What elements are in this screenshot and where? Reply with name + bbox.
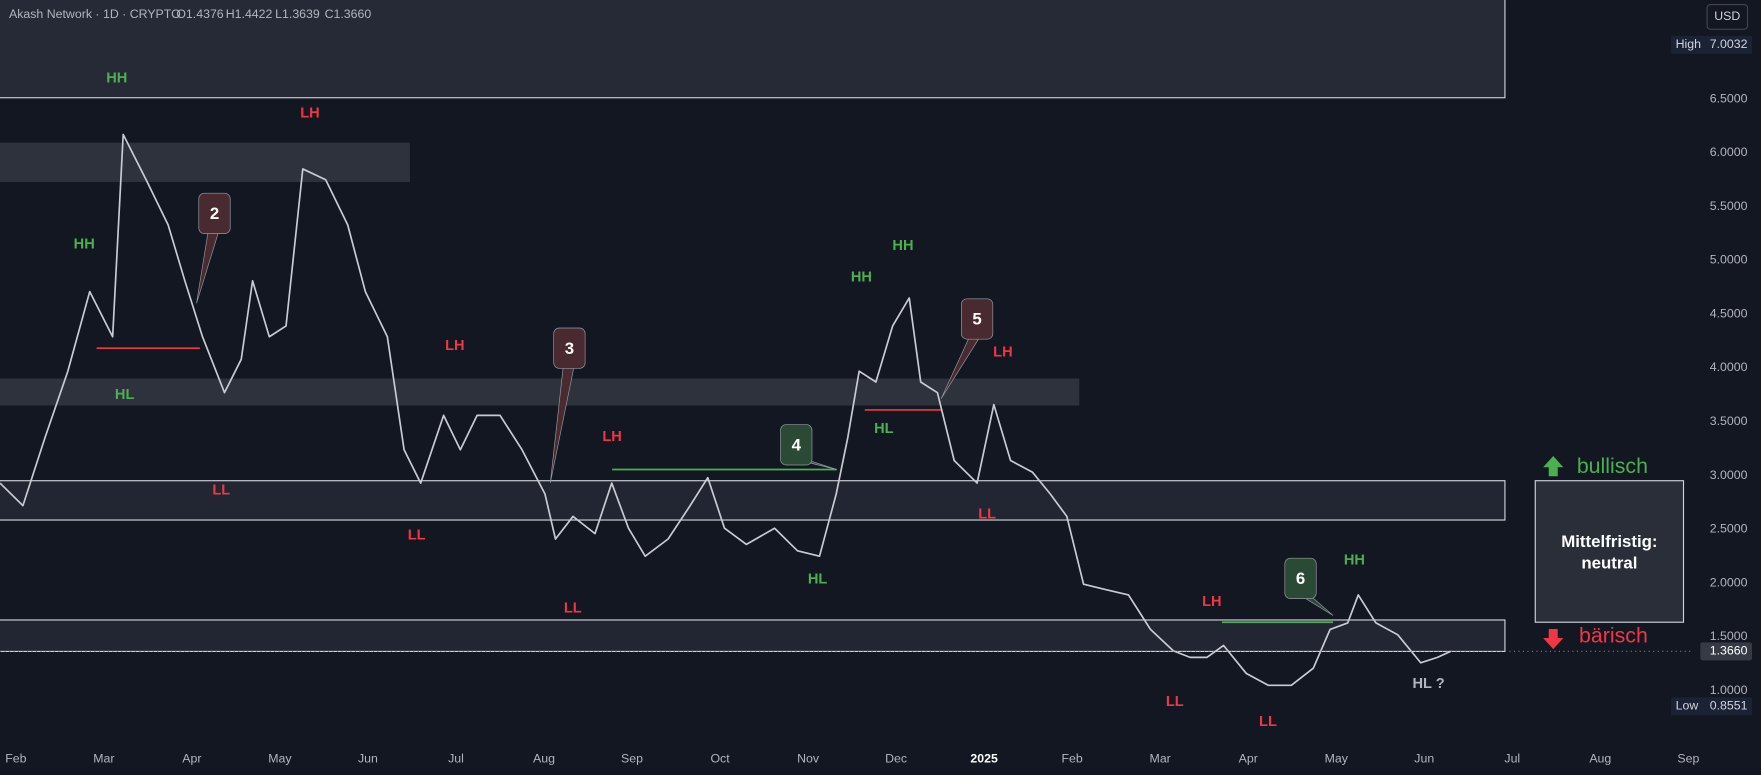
- ohlc-label: H1.4422: [226, 7, 273, 21]
- swing-label: LL: [1166, 694, 1184, 710]
- low-value: 0.8551: [1710, 699, 1748, 713]
- callout-label: 6: [1296, 569, 1305, 588]
- swing-label: HH: [74, 237, 95, 253]
- swing-label: LH: [445, 338, 464, 354]
- y-tick-label: 1.0000: [1710, 683, 1748, 697]
- ohlc-label: L1.3639: [275, 7, 320, 21]
- y-tick-label: 4.0000: [1710, 360, 1748, 374]
- ohlc-label: O1.4376: [176, 7, 223, 21]
- bullish-label: bullisch: [1577, 454, 1648, 478]
- y-tick-label: 2.5000: [1710, 522, 1748, 536]
- bearish-label: bärisch: [1579, 623, 1648, 647]
- x-tick-label: Apr: [182, 752, 201, 766]
- swing-label: LL: [408, 528, 426, 544]
- x-tick-label: Nov: [797, 752, 820, 766]
- bearish-arrow: [1543, 628, 1564, 650]
- price-line: [0, 133, 1452, 687]
- swing-label: HL: [808, 571, 828, 587]
- zone: [0, 619, 1506, 652]
- swing-label: LL: [212, 483, 230, 499]
- swing-label: HH: [851, 269, 872, 285]
- callout-box: [1284, 557, 1317, 599]
- x-tick-label: Feb: [5, 752, 26, 766]
- zone: [0, 142, 410, 182]
- y-tick-label: 3.5000: [1710, 414, 1748, 428]
- callout-label: 2: [210, 204, 219, 223]
- outlook-text: Mittelfristig:: [1561, 532, 1657, 551]
- chart-title: Akash Network · 1D · CRYPTO: [9, 7, 181, 21]
- high-value: 7.0032: [1710, 37, 1748, 51]
- y-tick-label: 4.5000: [1710, 306, 1748, 320]
- y-tick-label: 2.0000: [1710, 575, 1748, 589]
- zone: [0, 0, 1506, 99]
- low-box: [1671, 697, 1753, 716]
- swing-label: LL: [978, 506, 996, 522]
- x-tick-label: Aug: [1589, 752, 1611, 766]
- x-tick-label: 2025: [970, 752, 998, 766]
- last-price-box: [1700, 642, 1753, 661]
- y-tick-label: 3.0000: [1710, 468, 1748, 482]
- x-tick-label: Jul: [1504, 752, 1520, 766]
- y-tick-label: 6.5000: [1710, 91, 1748, 105]
- swing-label: HH: [1344, 552, 1365, 568]
- x-tick-label: Oct: [710, 752, 730, 766]
- callout-box: [198, 192, 231, 234]
- outlook-text: neutral: [1581, 553, 1637, 572]
- zone: [0, 480, 1506, 521]
- swing-label: LL: [564, 601, 582, 617]
- x-tick-label: Sep: [1677, 752, 1699, 766]
- outlook-box: [1534, 480, 1685, 623]
- low-name: Low: [1676, 699, 1699, 713]
- currency[interactable]: USD: [1714, 9, 1740, 23]
- x-tick-label: Jul: [448, 752, 464, 766]
- callout-label: 5: [972, 310, 981, 329]
- currency-button[interactable]: [1706, 3, 1749, 30]
- swing-label: HL: [115, 387, 135, 403]
- high-name: High: [1676, 37, 1702, 51]
- x-tick-label: Apr: [1239, 752, 1258, 766]
- y-tick-label: 6.0000: [1710, 145, 1748, 159]
- zone: [0, 378, 1080, 406]
- x-tick-label: Jun: [358, 752, 378, 766]
- swing-label: LH: [993, 345, 1012, 361]
- callout-box: [553, 327, 586, 369]
- swing-label: HH: [892, 238, 913, 254]
- callout-label: 4: [792, 435, 802, 454]
- y-tick-label: 1.5000: [1710, 629, 1748, 643]
- x-tick-label: May: [1325, 752, 1349, 766]
- swing-label: HL: [874, 421, 894, 437]
- high-box: [1671, 35, 1753, 54]
- x-tick-label: Mar: [1150, 752, 1171, 766]
- x-tick-label: May: [268, 752, 292, 766]
- last-price-label: 1.3660: [1710, 644, 1748, 658]
- swing-label: LH: [300, 105, 319, 121]
- swing-label: LH: [1202, 594, 1221, 610]
- x-tick-label: Dec: [885, 752, 907, 766]
- swing-label: LL: [1259, 714, 1277, 730]
- ohlc-label: C1.3660: [325, 7, 372, 21]
- plot: [0, 133, 1694, 687]
- y-tick-label: 5.5000: [1710, 199, 1748, 213]
- bullish-arrow: [1543, 456, 1564, 477]
- x-tick-label: Jun: [1414, 752, 1434, 766]
- callout-label: 3: [565, 339, 574, 358]
- swing-label: HL ?: [1412, 676, 1444, 692]
- x-tick-label: Sep: [621, 752, 643, 766]
- callout-box: [961, 298, 994, 340]
- swing-label: LH: [602, 429, 621, 445]
- x-tick-label: Mar: [93, 752, 114, 766]
- x-tick-label: Aug: [533, 752, 555, 766]
- swing-label: HH: [106, 71, 127, 87]
- x-tick-label: Feb: [1062, 752, 1083, 766]
- y-tick-label: 5.0000: [1710, 253, 1748, 267]
- callout-box: [780, 424, 813, 466]
